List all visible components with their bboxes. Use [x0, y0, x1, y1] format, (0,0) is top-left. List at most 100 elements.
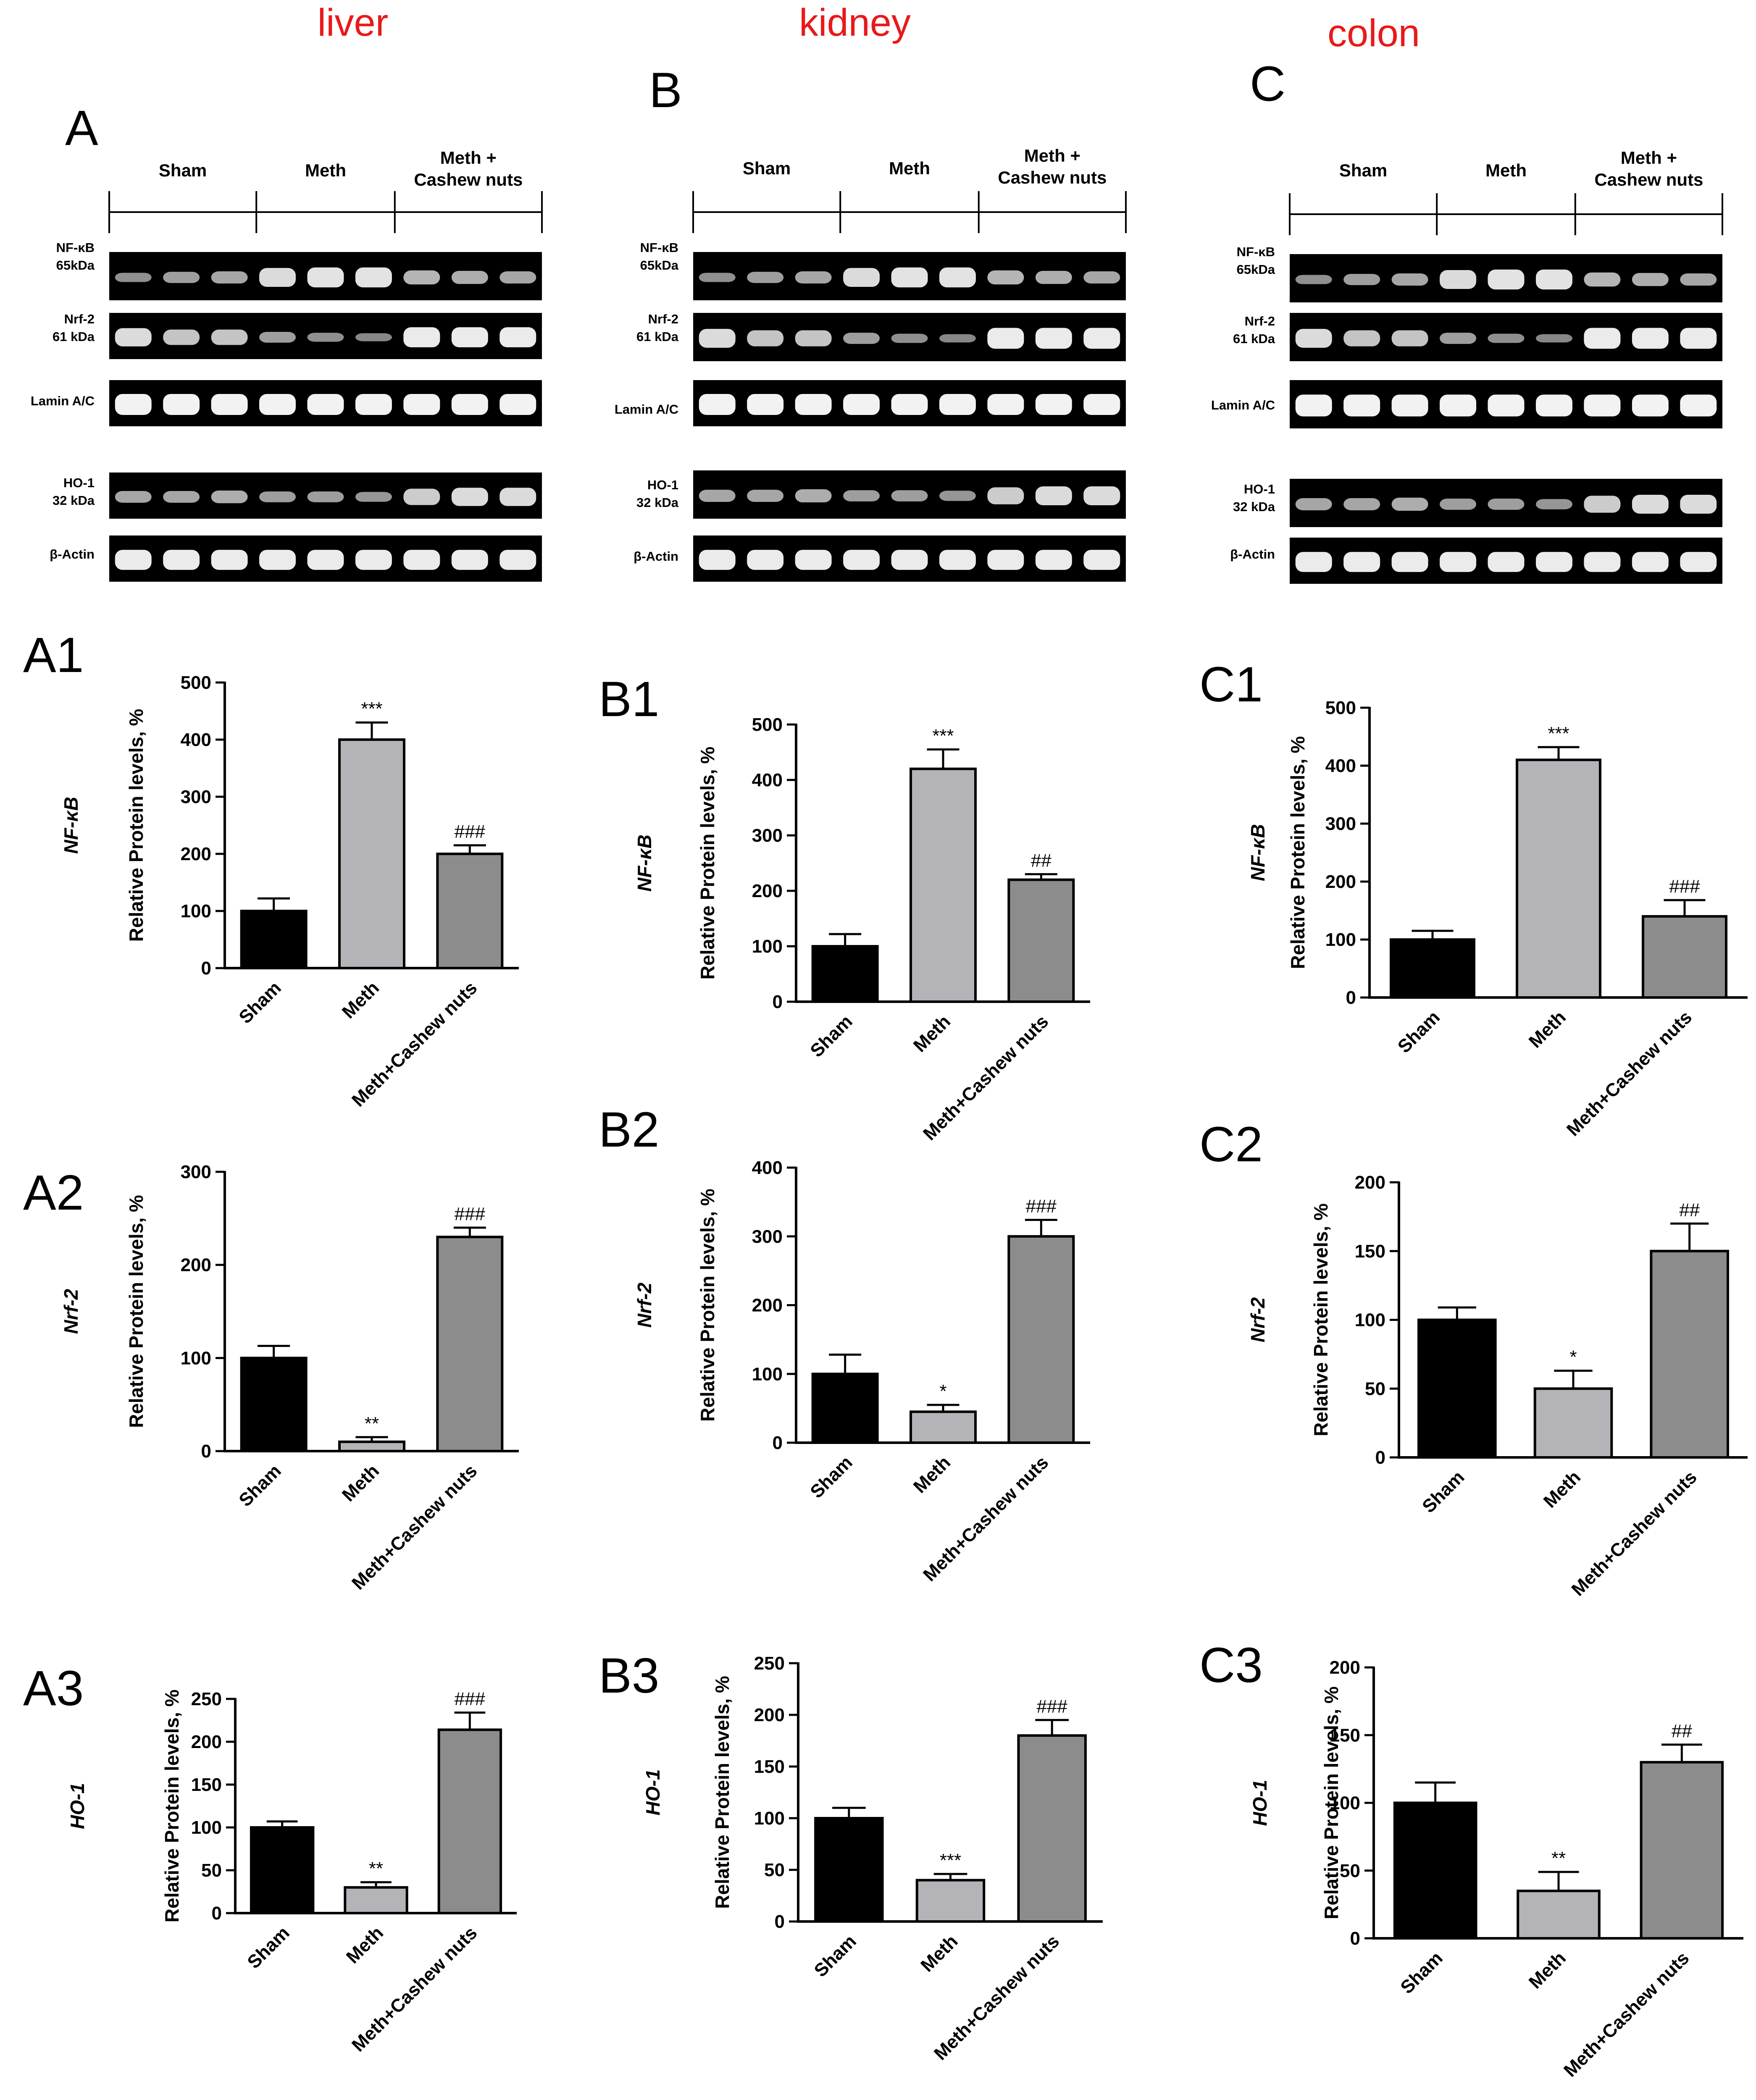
bar-meth-cashew-nuts [1650, 1250, 1729, 1459]
chart-panel-label: A3 [23, 1661, 84, 1716]
y-tick-label: 50 [1365, 1378, 1385, 1399]
blot-band [163, 329, 200, 345]
y-tick-label: 300 [752, 825, 783, 846]
blot-group-label: Sham [743, 158, 791, 178]
y-axis-label: Relative Protein levels, % [697, 747, 718, 980]
blot-band [795, 394, 832, 415]
blot-band [115, 550, 152, 570]
blot-band [307, 550, 344, 570]
significance-label: *** [932, 725, 954, 746]
blot-group-label: Meth + Cashew nuts [1594, 148, 1703, 189]
blot-band [1488, 552, 1525, 572]
blot-band [795, 330, 832, 346]
blot-group-label: Sham [159, 160, 207, 180]
blot-band [403, 327, 440, 347]
blot-band-row [693, 252, 1126, 300]
blot-band [891, 490, 928, 501]
significance-label: *** [361, 698, 382, 719]
blot-band [307, 333, 344, 342]
chart-B1: B1 0 100 200 300 400 500 Relative Protein level… [599, 672, 1090, 1144]
blot-band [1584, 552, 1621, 572]
blot-band-label: Lamin A/C [31, 394, 95, 408]
x-tick-label: Meth [910, 1011, 954, 1056]
blot-band [843, 550, 880, 570]
blot-band [1535, 552, 1572, 572]
chart-panel-label: B3 [599, 1648, 659, 1704]
blot-band-row [693, 536, 1126, 582]
blot-band [211, 394, 248, 415]
bar-meth-cashew-nuts [1017, 1734, 1087, 1923]
blot-band [163, 550, 200, 570]
significance-label: * [1569, 1347, 1577, 1368]
x-tick-label: Sham [235, 977, 285, 1027]
y-tick-label: 100 [1330, 1793, 1360, 1814]
y-tick-label: 200 [181, 844, 211, 864]
x-tick-label: Meth [917, 1931, 962, 1976]
protein-label: HO-1 [1249, 1780, 1271, 1826]
blot-band-label: HO-1 32 kDa [53, 475, 95, 508]
blot-band-row [1290, 313, 1722, 361]
blot-band [1391, 552, 1428, 572]
blot-band [1035, 486, 1072, 506]
y-axis-label: Relative Protein levels, % [697, 1189, 718, 1422]
significance-label: ## [1031, 850, 1051, 871]
blot-band [939, 550, 976, 570]
chart-A2: A2 0 100 200 300 Relative Protein levels, % Nr… [23, 1162, 519, 1594]
chart-C2: C2 0 50 100 150 200 Relative Protein levels, %… [1199, 1117, 1748, 1600]
blot-band [843, 333, 880, 344]
blot-band [499, 327, 536, 347]
blot-band [1680, 273, 1717, 286]
bar-meth-cashew-nuts [437, 1728, 502, 1914]
blot-band [499, 271, 536, 284]
blot-band [115, 328, 152, 346]
bar-meth [915, 1879, 986, 1923]
y-tick-label: 100 [754, 1808, 785, 1829]
x-tick-label: Meth [338, 1460, 383, 1505]
western-blots: Sham Meth Meth + Cashew nuts NF-κB 65kDa Nrf-2… [31, 146, 1723, 584]
blot-band [891, 267, 928, 288]
blot-panel-B: Sham Meth Meth + Cashew nuts NF-κB 65kDa Nrf-2… [615, 146, 1127, 582]
y-tick-label: 0 [201, 1441, 211, 1462]
blot-band [1343, 498, 1380, 510]
bar-meth [338, 1440, 405, 1452]
y-tick-label: 200 [1325, 872, 1356, 892]
blot-band [451, 488, 488, 506]
bar-meth [910, 767, 977, 1003]
y-axis-label: Relative Protein levels, % [1310, 1203, 1332, 1436]
y-tick-label: 100 [191, 1817, 222, 1838]
blot-band-row [109, 536, 542, 582]
y-axis-label: Relative Protein levels, % [1287, 736, 1309, 969]
y-tick-label: 300 [752, 1226, 783, 1247]
blot-band [1680, 394, 1717, 417]
y-tick-label: 0 [1350, 1928, 1360, 1949]
blot-band [1440, 499, 1477, 510]
blot-band [355, 394, 392, 415]
blot-band [939, 394, 976, 415]
blot-band [163, 394, 200, 415]
blot-band [795, 271, 832, 284]
blot-band [843, 394, 880, 415]
chart-panel-label: A1 [23, 627, 84, 683]
y-tick-label: 0 [201, 958, 211, 979]
blot-band [1680, 494, 1717, 514]
y-tick-label: 100 [752, 936, 783, 957]
chart-B2: B2 0 100 200 300 400 Relative Protein levels, … [599, 1102, 1090, 1586]
blot-band [1584, 394, 1621, 417]
blot-band [115, 394, 152, 415]
blot-band [259, 550, 296, 570]
chart-A1: A1 0 100 200 300 400 500 Relative Protein level… [23, 627, 519, 1111]
blot-band-label: β-Actin [1230, 547, 1275, 562]
blot-band [699, 490, 736, 502]
significance-label: ** [1551, 1848, 1566, 1869]
blot-band [499, 550, 536, 570]
blot-band [307, 267, 344, 288]
chart-A3: A3 0 50 100 150 200 250 Relative Protein levels… [23, 1661, 517, 2056]
blot-band [1584, 496, 1621, 513]
blot-band [355, 492, 392, 502]
y-tick-label: 400 [752, 1158, 783, 1178]
blot-band [1343, 330, 1380, 346]
blot-band-label: Lamin A/C [1211, 398, 1275, 412]
panel-label-C: C [1250, 56, 1285, 112]
chart-panel-label: A2 [23, 1165, 84, 1221]
bar-meth-cashew-nuts [1640, 1761, 1724, 1940]
